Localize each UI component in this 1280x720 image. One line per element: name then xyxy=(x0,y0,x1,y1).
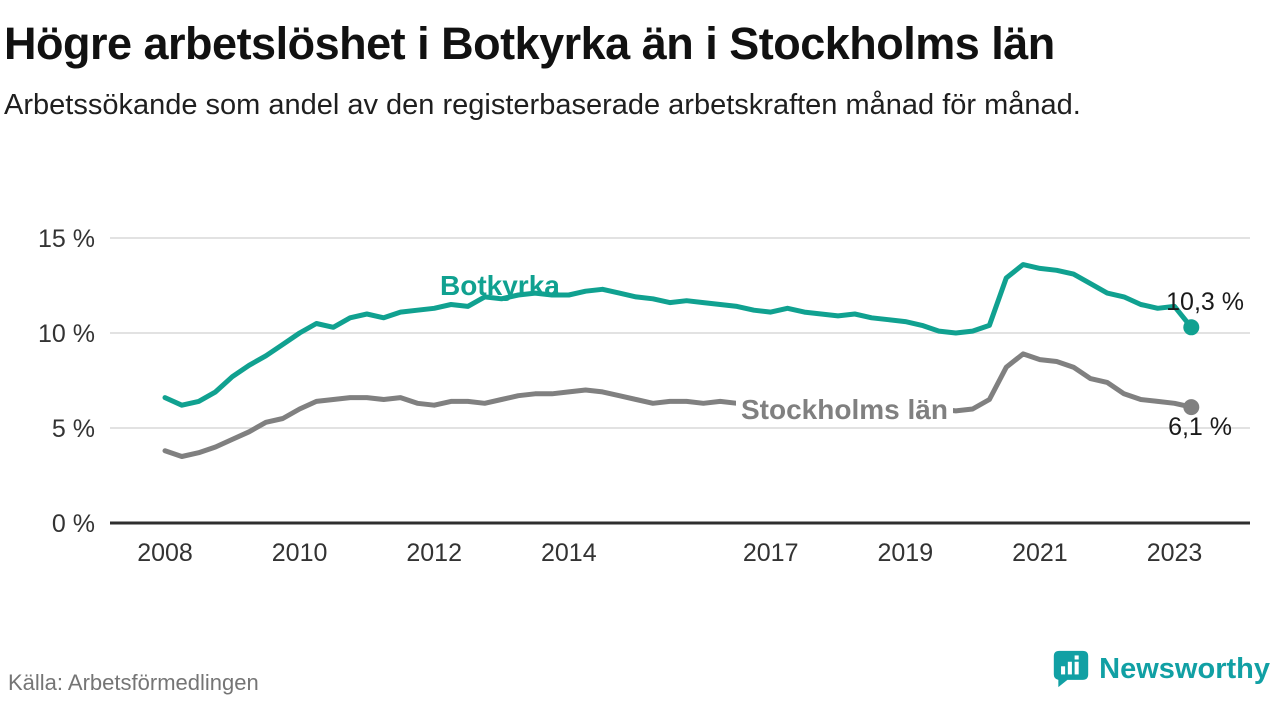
x-tick-label: 2012 xyxy=(406,539,462,567)
series-label-botkyrka: Botkyrka xyxy=(440,270,560,301)
x-tick-label: 2008 xyxy=(137,539,193,567)
end-dot-botkyrka xyxy=(1183,319,1200,336)
x-tick-label: 2017 xyxy=(743,539,799,567)
line-stockholm xyxy=(162,351,1194,459)
x-tick-label: 2019 xyxy=(877,539,933,567)
x-tick-label: 2010 xyxy=(272,539,328,567)
series-label-stockholm: Stockholms län xyxy=(736,394,953,426)
end-value-label-botkyrka: 10,3 % xyxy=(1166,288,1244,316)
line-botkyrka xyxy=(162,262,1194,408)
end-value-label-stockholm: 6,1 % xyxy=(1168,413,1232,441)
brand-lockup: Newsworthy xyxy=(1052,650,1270,688)
chart-title: Högre arbetslöshet i Botkyrka än i Stock… xyxy=(4,18,1055,69)
chart-header: Högre arbetslöshet i Botkyrka än i Stock… xyxy=(4,18,1264,125)
x-tick-label: 2023 xyxy=(1147,539,1203,567)
y-tick-label: 15 % xyxy=(38,225,95,253)
newsworthy-logo-icon xyxy=(1053,650,1089,688)
x-tick-label: 2021 xyxy=(1012,539,1068,567)
x-tick-label: 2014 xyxy=(541,539,597,567)
y-tick-label: 0 % xyxy=(52,510,95,538)
source-note: Källa: Arbetsförmedlingen xyxy=(8,670,259,695)
y-tick-label: 5 % xyxy=(52,415,95,443)
chart-subtitle: Arbetssökande som andel av den registerb… xyxy=(4,89,1081,121)
y-tick-label: 10 % xyxy=(38,320,95,348)
brand-name: Newsworthy xyxy=(1099,652,1270,685)
